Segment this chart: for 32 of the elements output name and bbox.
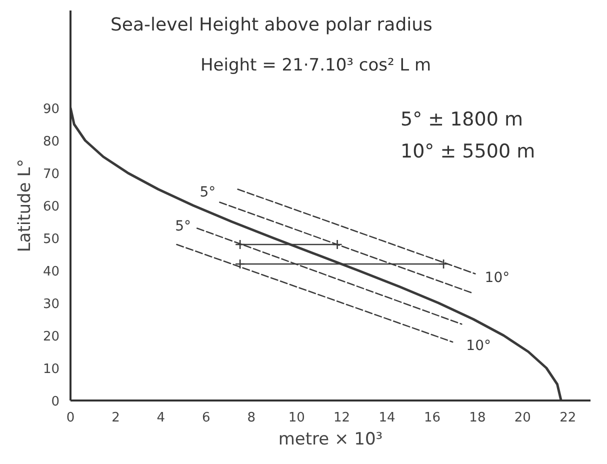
x-tick-label: 18 (469, 410, 486, 426)
y-tick-label: 20 (42, 330, 60, 344)
x-tick-label: 16 (424, 410, 441, 426)
annotation: Height = 21·7.10³ cos² L m (200, 56, 432, 76)
x-tick-label: 4 (156, 410, 166, 426)
x-tick-label: 0 (66, 410, 75, 426)
y-tick-label: 30 (42, 297, 60, 312)
series-label: 5° (175, 218, 192, 234)
series-label: 10° (466, 338, 492, 354)
annotation: 10° ± 5500 m (400, 140, 536, 162)
x-tick-label: 12 (334, 410, 350, 426)
y-tick-label: 90 (42, 102, 60, 117)
y-tick-label: 60 (42, 200, 60, 214)
x-tick-label: 2 (112, 410, 120, 426)
y-tick-label: 70 (42, 167, 60, 182)
y-axis-title: Latitude L° (14, 158, 35, 252)
series-label: 10° (484, 270, 510, 286)
series-label: 5° (200, 184, 216, 200)
y-tick-label: 80 (42, 134, 60, 150)
y-tick-label: 0 (51, 394, 60, 410)
y-tick-label: 50 (42, 232, 60, 247)
x-tick-label: 22 (560, 410, 576, 426)
x-tick-label: 6 (202, 410, 210, 426)
y-tick-label: 40 (42, 264, 60, 280)
x-tick-label: 14 (378, 410, 396, 426)
chart-title: Sea-level Height above polar radius (110, 14, 432, 36)
annotation: 5° ± 1800 m (400, 108, 523, 130)
x-tick-label: 10 (288, 410, 305, 426)
x-tick-label: 8 (247, 410, 256, 426)
x-axis-title: metre × 10³ (278, 430, 383, 450)
y-tick-label: 10 (42, 362, 60, 377)
x-tick-label: 20 (514, 410, 531, 426)
